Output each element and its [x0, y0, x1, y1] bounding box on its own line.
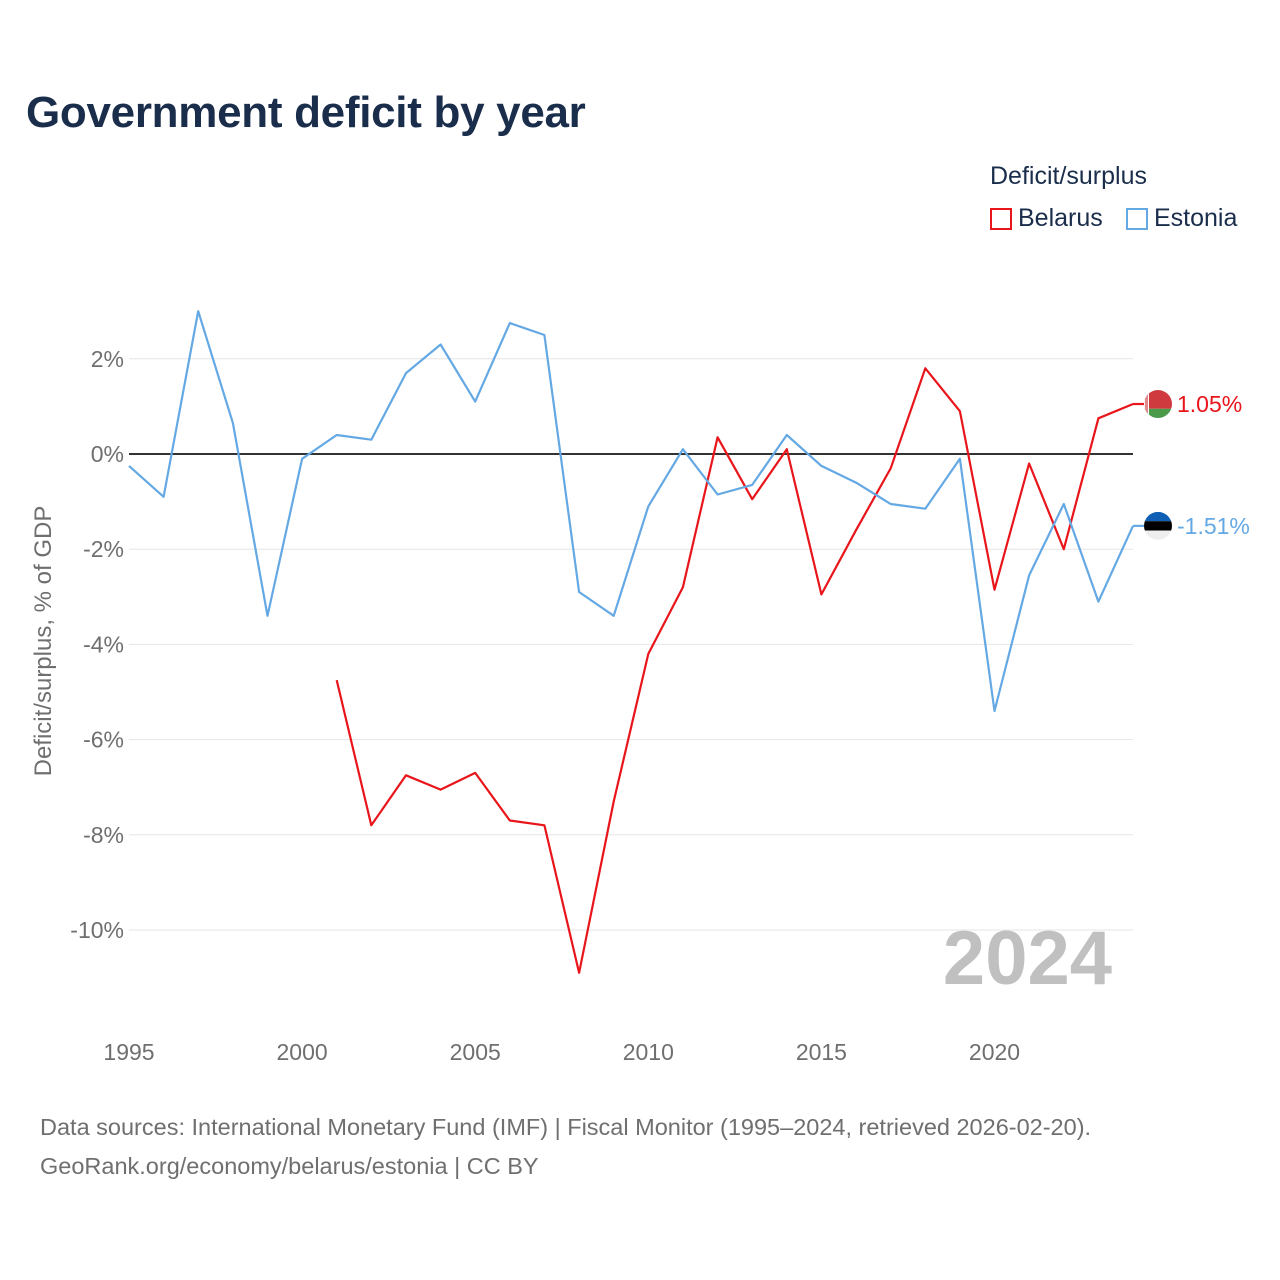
y-axis-label: Deficit/surplus, % of GDP — [30, 506, 57, 777]
legend-label-belarus: Belarus — [1018, 204, 1103, 232]
highlight-year: 2024 — [943, 916, 1112, 1001]
end-value-label-estonia: -1.51% — [1177, 513, 1250, 539]
x-tick-label: 2000 — [277, 1039, 328, 1065]
y-tick-label: -8% — [83, 822, 124, 848]
source-note: Data sources: International Monetary Fun… — [40, 1108, 1091, 1186]
source-line-1: Data sources: International Monetary Fun… — [40, 1114, 1092, 1140]
grid-lines — [129, 358, 1133, 931]
chart-title: Government deficit by year — [26, 88, 586, 137]
x-axis-ticks: 1995 2000 2005 2010 2015 2020 — [103, 1039, 1020, 1065]
end-value-label-belarus: 1.05% — [1177, 391, 1242, 417]
x-tick-label: 2005 — [450, 1039, 501, 1065]
legend-title: Deficit/surplus — [990, 162, 1147, 190]
y-tick-label: -10% — [70, 917, 124, 943]
legend-swatch-belarus — [990, 207, 1012, 230]
series-line-estonia[interactable] — [128, 310, 1135, 713]
x-tick-label: 2010 — [623, 1039, 674, 1065]
legend-label-estonia: Estonia — [1154, 204, 1238, 232]
source-line-2[interactable]: GeoRank.org/economy/belarus/estonia | CC… — [40, 1153, 539, 1179]
legend-item-estonia[interactable]: Estonia — [1126, 204, 1237, 233]
legend-swatch-estonia — [1126, 207, 1148, 230]
y-tick-label: -2% — [83, 536, 124, 562]
x-tick-label: 1995 — [103, 1039, 154, 1065]
x-tick-label: 2015 — [796, 1039, 847, 1065]
end-markers: 1.05% -1.51% — [1133, 390, 1250, 540]
series-line-belarus[interactable] — [335, 367, 1134, 974]
y-tick-label: -6% — [83, 727, 124, 753]
data-series — [128, 310, 1135, 974]
x-tick-label: 2020 — [969, 1039, 1020, 1065]
estonia-flag-icon — [1144, 511, 1172, 540]
y-tick-label: 0% — [91, 441, 124, 467]
y-tick-label: -4% — [83, 631, 124, 657]
line-chart: 2% 0% -2% -4% -6% -8% -10% 1995 2000 2005 2010 201… — [30, 310, 1250, 1065]
y-tick-label: 2% — [91, 346, 124, 372]
legend-item-belarus[interactable]: Belarus — [990, 204, 1103, 233]
belarus-flag-icon — [1144, 390, 1172, 419]
y-axis-ticks: 2% 0% -2% -4% -6% -8% -10% — [70, 346, 124, 943]
